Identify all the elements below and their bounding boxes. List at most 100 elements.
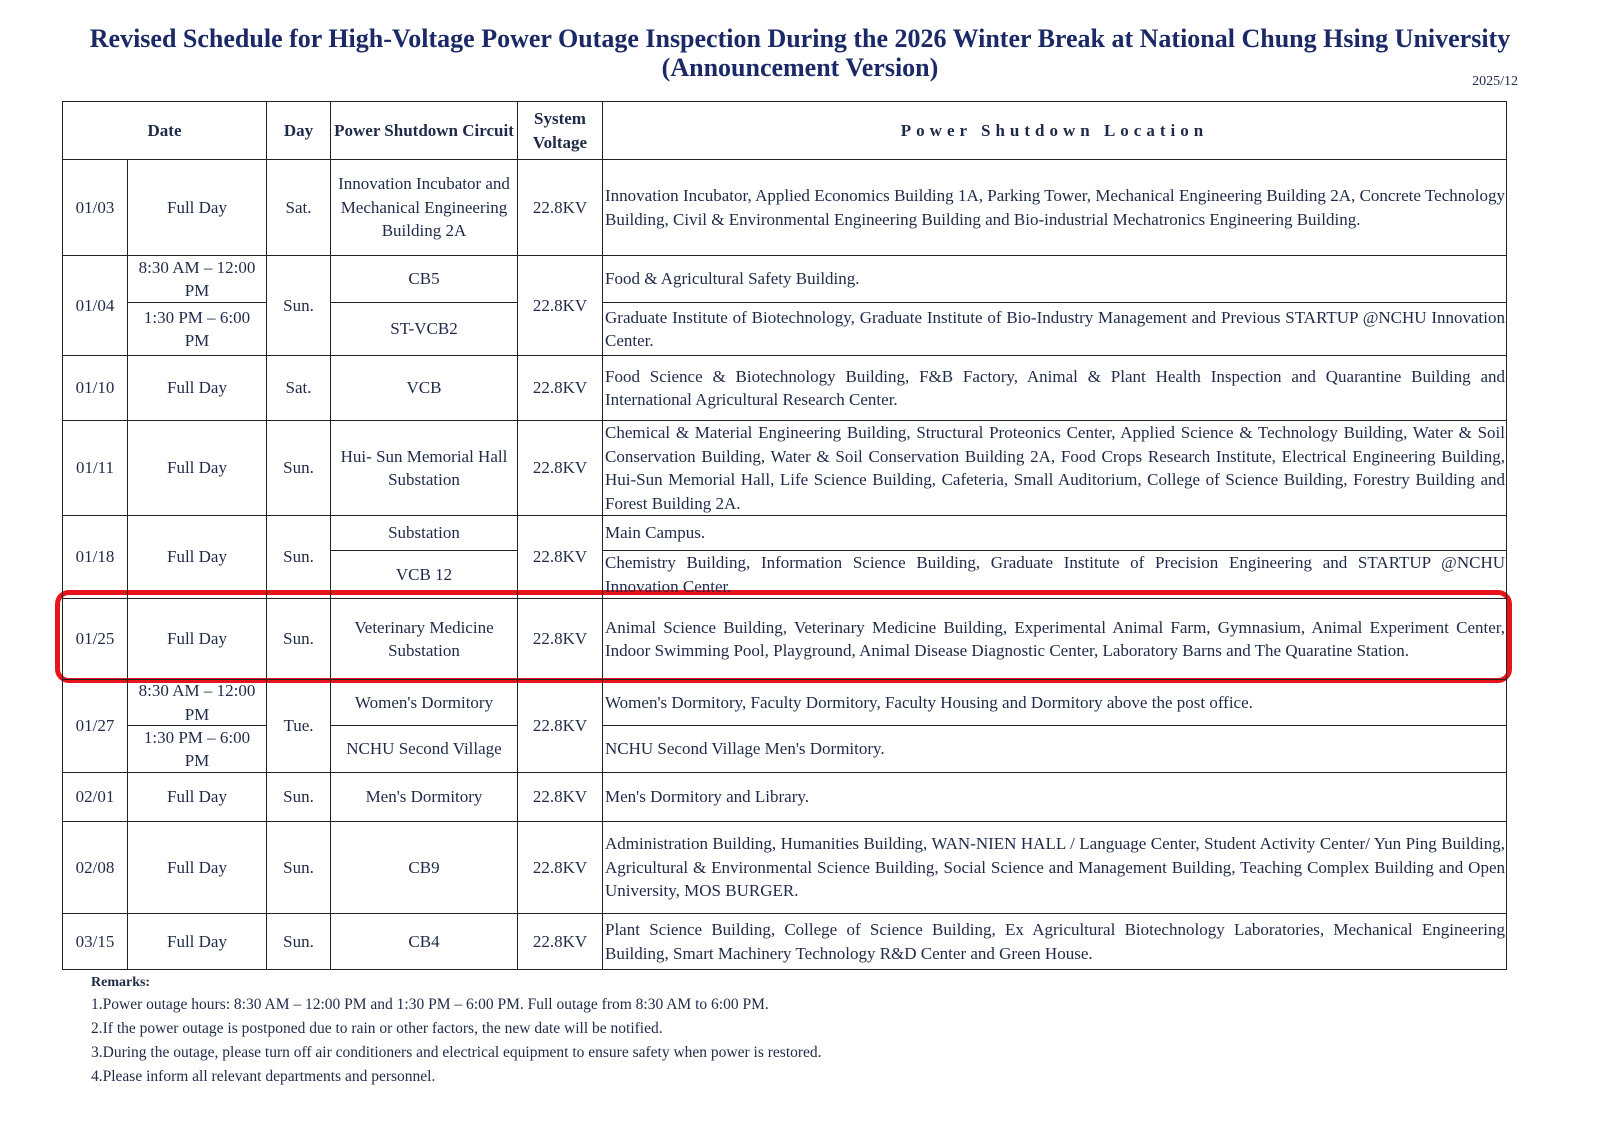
- cell-text: Tue.: [283, 716, 314, 736]
- location-cell: Innovation Incubator, Applied Economics …: [602, 159, 1507, 256]
- cell-text: Full Day: [167, 547, 227, 567]
- cell-text: 01/27: [75, 716, 115, 736]
- time-cell: Full Day: [127, 772, 267, 822]
- time-cell: Full Day: [127, 420, 267, 516]
- cell-text: Full Day: [167, 629, 227, 649]
- cell-text: ST-VCB2: [390, 319, 458, 339]
- voltage-cell: 22.8KV: [517, 679, 603, 773]
- voltage-cell: 22.8KV: [517, 255, 603, 356]
- time-cell: Full Day: [127, 598, 267, 680]
- cell-text: 01/25: [75, 629, 115, 649]
- circuit-cell: NCHU Second Village: [330, 725, 518, 773]
- remark-item: 3.During the outage, please turn off air…: [91, 1044, 822, 1061]
- time-cell: Full Day: [127, 515, 267, 599]
- cell-text: 22.8KV: [532, 378, 588, 398]
- cell-text: Sat.: [285, 378, 312, 398]
- time-cell: 1:30 PM – 6:00 PM: [127, 302, 267, 356]
- cell-text: 22.8KV: [532, 197, 588, 217]
- circuit-cell: VCB: [330, 355, 518, 421]
- circuit-cell: CB5: [330, 255, 518, 303]
- circuit-cell: ST-VCB2: [330, 302, 518, 356]
- cell-text: Sat.: [285, 197, 312, 217]
- cell-text: Chemical & Material Engineering Building…: [605, 423, 1505, 513]
- cell-text: Plant Science Building, College of Scien…: [605, 920, 1505, 963]
- location-cell: Men's Dormitory and Library.: [602, 772, 1507, 822]
- cell-text: Innovation Incubator and Mechanical Engi…: [338, 174, 510, 241]
- cell-text: NCHU Second Village: [346, 739, 502, 759]
- date-cell: 02/08: [62, 821, 128, 914]
- date-cell: 01/03: [62, 159, 128, 256]
- cell-text: Full Day: [167, 378, 227, 398]
- day-cell: Sun.: [266, 598, 331, 680]
- cell-text: 01/10: [75, 378, 115, 398]
- circuit-cell: Men's Dormitory: [330, 772, 518, 822]
- cell-text: CB5: [408, 269, 440, 289]
- cell-text: 02/01: [75, 787, 115, 807]
- cell-text: Women's Dormitory, Faculty Dormitory, Fa…: [605, 692, 1253, 712]
- highlight-box: [55, 590, 1512, 683]
- cell-text: 01/03: [75, 197, 115, 217]
- doc-date: 2025/12: [1472, 74, 1518, 89]
- remark-item: 2.If the power outage is postponed due t…: [91, 1020, 663, 1037]
- header-cell: Day: [266, 101, 331, 160]
- cell-text: Administration Building, Humanities Buil…: [605, 834, 1505, 901]
- date-cell: 01/18: [62, 515, 128, 599]
- cell-text: 03/15: [75, 931, 115, 951]
- voltage-cell: 22.8KV: [517, 355, 603, 421]
- time-cell: 8:30 AM – 12:00 PM: [127, 679, 267, 726]
- date-cell: 01/10: [62, 355, 128, 421]
- voltage-cell: 22.8KV: [517, 821, 603, 914]
- cell-text: Sun.: [283, 787, 314, 807]
- location-cell: Food Science & Biotechnology Building, F…: [602, 355, 1507, 421]
- cell-text: 22.8KV: [532, 629, 588, 649]
- location-cell: Women's Dormitory, Faculty Dormitory, Fa…: [602, 679, 1507, 726]
- cell-text: Sun.: [283, 295, 314, 315]
- cell-text: Animal Science Building, Veterinary Medi…: [605, 617, 1505, 661]
- time-cell: 1:30 PM – 6:00 PM: [127, 725, 267, 773]
- voltage-cell: 22.8KV: [517, 598, 603, 680]
- cell-text: Main Campus.: [605, 523, 706, 543]
- cell-text: Food & Agricultural Safety Building.: [605, 269, 860, 289]
- day-cell: Sun.: [266, 255, 331, 356]
- cell-text: Substation: [388, 523, 460, 543]
- cell-text: Sun.: [283, 931, 314, 951]
- cell-text: 22.8KV: [532, 458, 588, 478]
- header-cell: System Voltage: [517, 101, 603, 160]
- day-cell: Sat.: [266, 159, 331, 256]
- cell-text: 8:30 AM – 12:00 PM: [138, 257, 256, 301]
- cell-text: Sun.: [283, 458, 314, 478]
- location-cell: Plant Science Building, College of Scien…: [602, 913, 1507, 970]
- cell-text: CB9: [408, 857, 440, 877]
- cell-text: Food Science & Biotechnology Building, F…: [605, 366, 1505, 410]
- date-cell: 02/01: [62, 772, 128, 822]
- location-cell: Food & Agricultural Safety Building.: [602, 255, 1507, 303]
- cell-text: 01/11: [75, 458, 115, 478]
- cell-text: NCHU Second Village Men's Dormitory.: [605, 739, 885, 759]
- time-cell: Full Day: [127, 821, 267, 914]
- date-cell: 01/11: [62, 420, 128, 516]
- cell-text: 01/18: [75, 547, 115, 567]
- cell-text: Date: [147, 120, 182, 140]
- date-cell: 03/15: [62, 913, 128, 970]
- day-cell: Sun.: [266, 821, 331, 914]
- remark-item: 1.Power outage hours: 8:30 AM – 12:00 PM…: [91, 996, 769, 1013]
- location-cell: Animal Science Building, Veterinary Medi…: [602, 598, 1507, 680]
- cell-text: Women's Dormitory: [354, 692, 494, 712]
- voltage-cell: 22.8KV: [517, 515, 603, 599]
- location-cell: Graduate Institute of Biotechnology, Gra…: [602, 302, 1507, 356]
- cell-text: Sun.: [283, 857, 314, 877]
- time-cell: 8:30 AM – 12:00 PM: [127, 255, 267, 303]
- voltage-cell: 22.8KV: [517, 913, 603, 970]
- cell-text: Sun.: [283, 629, 314, 649]
- location-cell: Chemistry Building, Information Science …: [602, 550, 1507, 599]
- header-cell: Power Shutdown Location: [602, 101, 1507, 160]
- cell-text: Full Day: [167, 458, 227, 478]
- date-cell: 01/27: [62, 679, 128, 773]
- cell-text: Hui- Sun Memorial Hall Substation: [340, 446, 508, 490]
- cell-text: Graduate Institute of Biotechnology, Gra…: [605, 307, 1505, 351]
- cell-text: 1:30 PM – 6:00 PM: [143, 307, 251, 351]
- circuit-cell: Hui- Sun Memorial Hall Substation: [330, 420, 518, 516]
- cell-text: Power Shutdown Circuit: [334, 120, 514, 140]
- cell-text: 22.8KV: [532, 716, 588, 736]
